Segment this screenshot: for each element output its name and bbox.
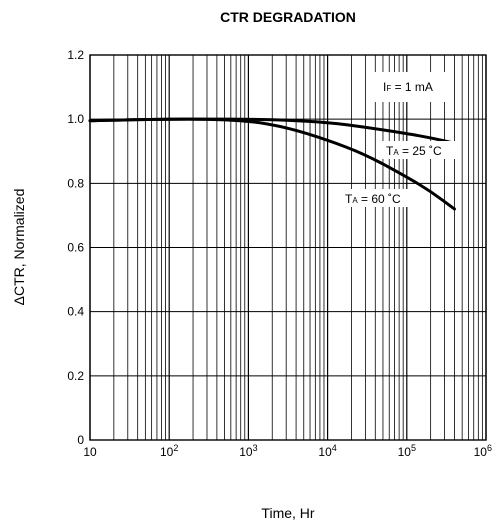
x-axis-label: Time, Hr [261,505,314,521]
x-tick-label: 102 [160,443,178,459]
y-tick-label: 0 [77,433,84,447]
y-tick-label: 1.2 [67,48,84,62]
chart-title: CTR DEGRADATION [220,9,356,25]
x-tick-label: 106 [474,443,492,459]
y-tick-label: 0.4 [67,305,84,319]
y-tick-label: 0.6 [67,241,84,255]
series-line-60c [88,117,456,211]
y-tick-label: 1.0 [67,112,84,126]
series-lines [88,117,456,211]
x-tick-label: 103 [239,443,257,459]
series-label-bg-25c [382,141,460,159]
x-tick-label: 10 [83,445,97,459]
y-tick-labels: 0 0.2 0.4 0.6 0.8 1.0 1.2 [67,48,84,447]
condition-box [371,72,451,102]
condition-label: IF = 1 mA [383,80,433,94]
y-tick-label: 0.2 [67,369,84,383]
x-tick-label: 104 [318,443,336,459]
x-tick-label: 105 [398,443,416,459]
y-tick-label: 0.8 [67,176,84,190]
grid [89,54,487,441]
series-label-60c: TA = 60 ˚C [345,192,401,206]
y-axis-label: ΔCTR, Normalized [11,189,27,306]
plot-frame [89,54,487,441]
x-tick-labels: 10 102 103 104 105 106 [83,443,492,459]
series-label-bg-60c [341,189,424,207]
series-label-25c: TA = 25 ˚C [386,144,442,158]
